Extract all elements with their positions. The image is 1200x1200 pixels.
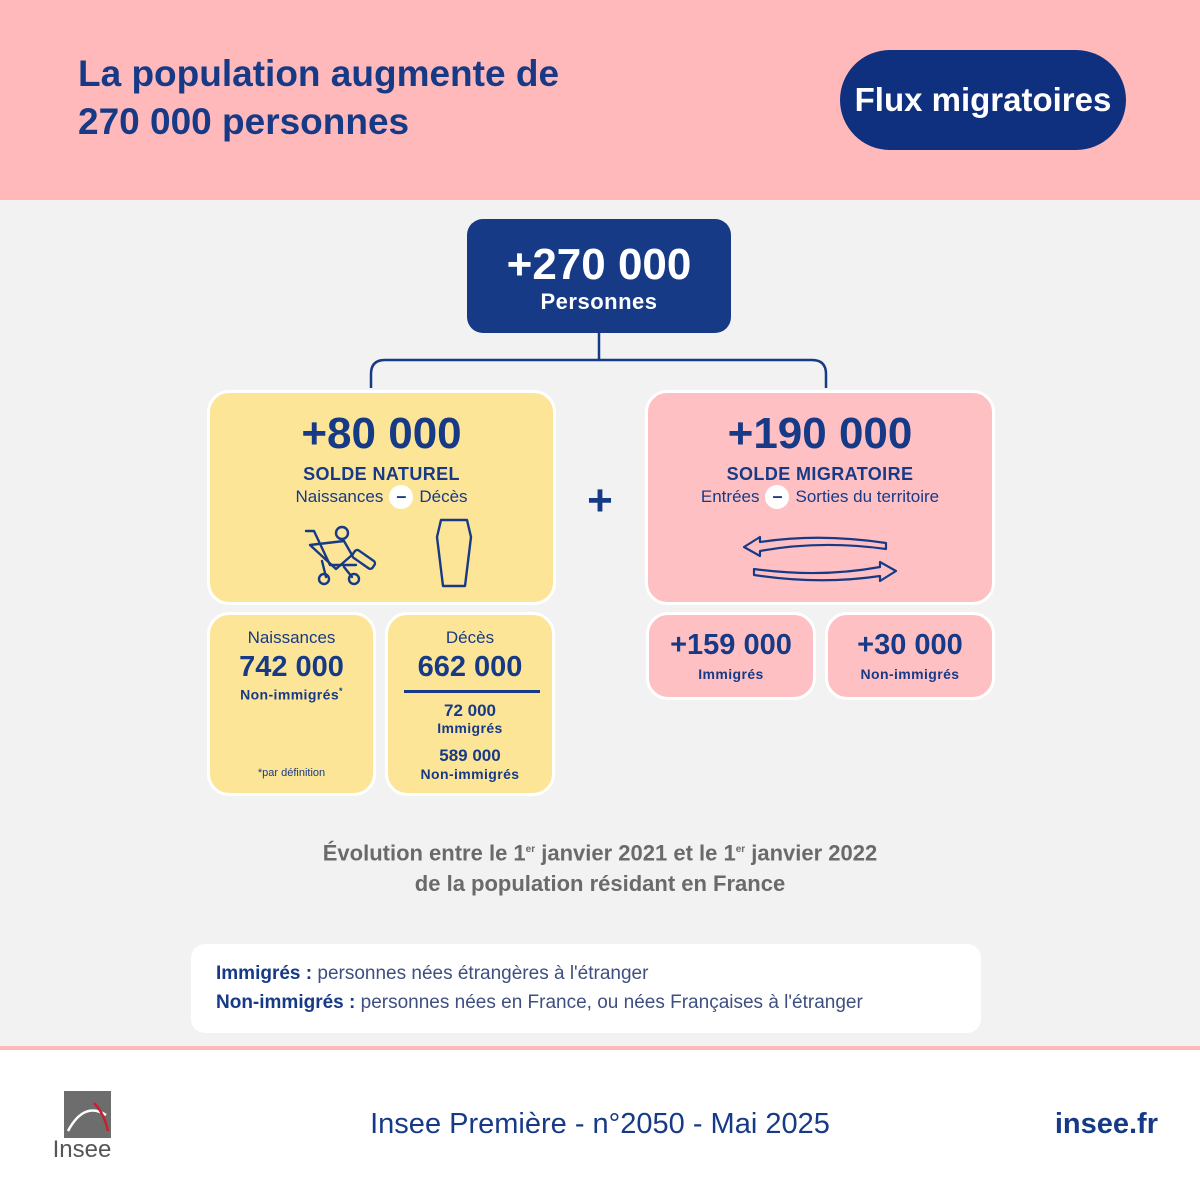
migration-balance-card: +190 000 SOLDE MIGRATOIRE Entrées – Sort… <box>645 390 995 605</box>
natural-balance-card: +80 000 SOLDE NATUREL Naissances – Décès <box>207 390 556 605</box>
total-box: +270 000 Personnes <box>467 219 731 333</box>
coffin-icon <box>435 518 473 588</box>
formula-deaths: Décès <box>419 487 468 506</box>
formula-exits: Sorties du territoire <box>795 487 940 506</box>
migration-balance-value: +190 000 <box>727 409 913 458</box>
evolution-line-2: de la population résidant en France <box>414 871 786 897</box>
definition-immigrants: Immigrés : personnes nées étrangères à l… <box>216 963 649 984</box>
total-label: Personnes <box>540 289 658 314</box>
births-card: Naissances 742 000 Non-immigrés* *par dé… <box>207 612 376 796</box>
natural-balance-value: +80 000 <box>301 409 462 458</box>
non-immigrants-flow-value: +30 000 <box>857 629 963 661</box>
immigrants-flow-card: +159 000 Immigrés <box>646 612 816 700</box>
plus-sign: + <box>587 476 613 525</box>
page-title: La population augmente de 270 000 person… <box>78 50 698 146</box>
migration-balance-caption: SOLDE MIGRATOIRE <box>726 464 914 484</box>
non-immigrants-flow-label: Non-immigrés <box>860 666 960 682</box>
publication-reference: Insee Première - n°2050 - Mai 2025 <box>370 1108 830 1140</box>
non-immigrants-flow-card: +30 000 Non-immigrés <box>825 612 995 700</box>
births-head: Naissances <box>247 628 336 647</box>
deaths-non-immigrants-label: Non-immigrés <box>420 766 520 782</box>
exchange-arrows-icon <box>742 535 898 583</box>
insee-logo-icon <box>64 1091 111 1138</box>
title-line-2: 270 000 personnes <box>78 101 410 142</box>
tree-connector <box>369 333 828 388</box>
natural-balance-caption: SOLDE NATUREL <box>303 464 460 484</box>
births-label: Non-immigrés* <box>240 686 343 703</box>
evolution-caption: Évolution entre le 1er janvier 2021 et l… <box>200 834 1000 899</box>
migration-balance-formula: Entrées – Sorties du territoire <box>648 485 992 509</box>
header-banner: La population augmente de 270 000 person… <box>0 0 1200 200</box>
deaths-head: Décès <box>445 628 495 647</box>
topic-badge: Flux migratoires <box>840 50 1126 150</box>
deaths-immigrants-label: Immigrés <box>437 720 503 736</box>
births-footnote: *par définition <box>257 767 326 779</box>
deaths-immigrants-value: 72 000 <box>444 701 496 720</box>
insee-logo-text: Insee <box>52 1136 112 1163</box>
title-line-1: La population augmente de <box>78 53 560 94</box>
deaths-card: Décès 662 000 72 000 Immigrés 589 000 No… <box>385 612 555 796</box>
definition-non-immigrants: Non-immigrés : personnes nées en France,… <box>216 992 863 1013</box>
formula-births: Naissances <box>295 487 384 506</box>
births-value: 742 000 <box>239 651 344 683</box>
deaths-value: 662 000 <box>417 651 523 683</box>
stroller-icon <box>304 525 377 586</box>
footer-separator <box>0 1046 1200 1050</box>
deaths-divider <box>404 690 540 693</box>
natural-balance-formula: Naissances – Décès <box>210 485 553 509</box>
formula-entries: Entrées <box>700 487 760 506</box>
minus-icon: – <box>389 485 414 509</box>
deaths-non-immigrants-value: 589 000 <box>439 746 501 765</box>
minus-icon: – <box>765 485 790 509</box>
definitions-box: Immigrés : personnes nées étrangères à l… <box>191 944 981 1033</box>
immigrants-flow-value: +159 000 <box>670 629 792 661</box>
site-link[interactable]: insee.fr <box>1054 1108 1158 1140</box>
footer <box>0 1050 1200 1200</box>
evolution-line-1: Évolution entre le 1er janvier 2021 et l… <box>322 840 878 866</box>
immigrants-flow-label: Immigrés <box>698 666 764 682</box>
total-value: +270 000 <box>506 240 692 289</box>
